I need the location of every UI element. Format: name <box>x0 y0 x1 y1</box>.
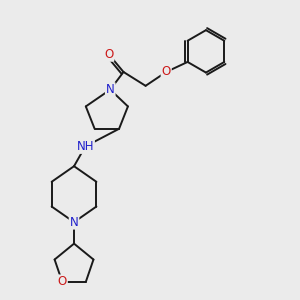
Text: N: N <box>70 216 78 229</box>
Text: O: O <box>58 275 67 288</box>
Text: O: O <box>162 65 171 79</box>
Text: N: N <box>106 83 115 96</box>
Text: NH: NH <box>76 140 94 153</box>
Text: O: O <box>104 48 113 61</box>
